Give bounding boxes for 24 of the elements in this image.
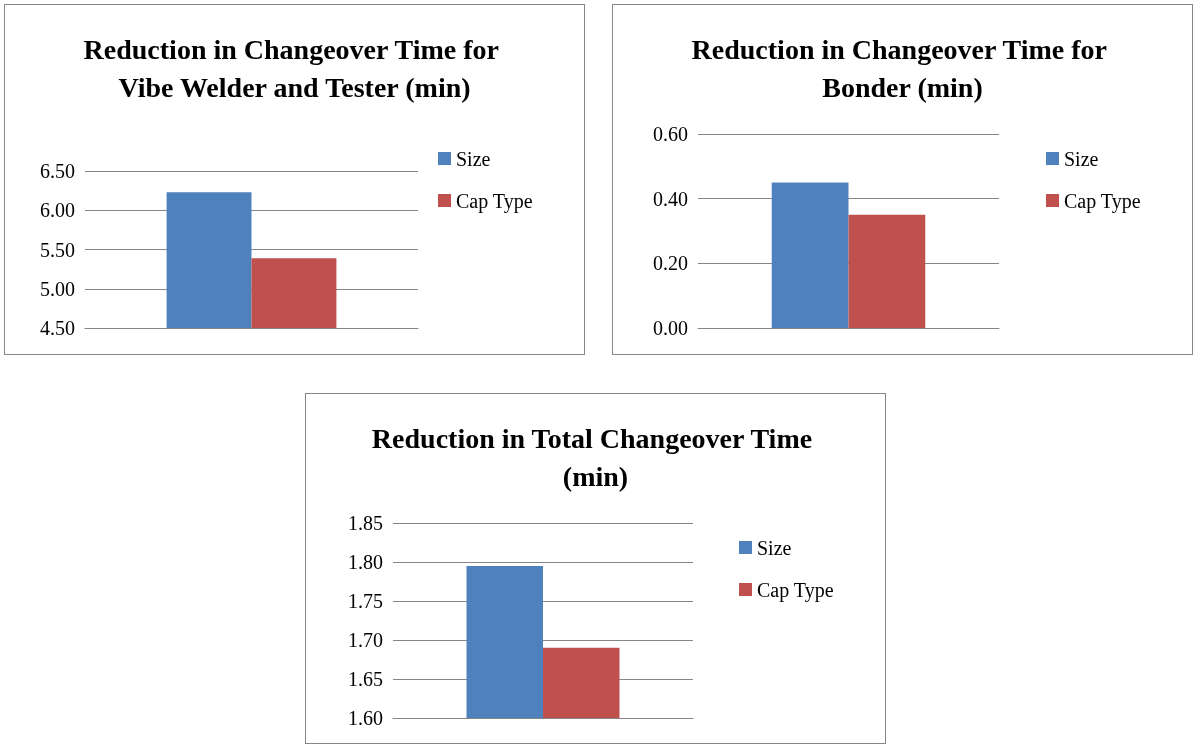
y-tick-label: 4.50 — [40, 317, 75, 339]
legend-label: Cap Type — [456, 189, 533, 213]
legend-label: Size — [1064, 147, 1099, 170]
y-tick-label: 5.50 — [40, 238, 75, 261]
y-tick-label: 6.00 — [40, 199, 75, 222]
y-tick-label: 1.65 — [348, 668, 383, 690]
y-tick-label: 0.20 — [653, 252, 688, 275]
y-tick-label: 1.60 — [348, 707, 383, 729]
y-tick-label: 1.75 — [348, 590, 383, 612]
y-tick-label: 5.00 — [40, 277, 75, 300]
legend-label: Cap Type — [1064, 189, 1141, 213]
y-tick-label: 0.40 — [653, 187, 688, 210]
y-tick-label: 1.80 — [348, 551, 383, 573]
chart-title: Reduction in Changeover Time for Vibe Welder and Tester (min) — [83, 33, 506, 103]
legend-label: Cap Type — [757, 578, 834, 602]
y-tick-label: 1.85 — [348, 512, 383, 534]
legend-label: Size — [757, 536, 792, 559]
chart-title: Reduction in Total Changeover Time (min) — [371, 422, 820, 492]
y-tick-label: 0.60 — [653, 123, 688, 145]
y-tick-label: 6.50 — [40, 160, 75, 182]
y-tick-label: 1.70 — [348, 629, 383, 651]
y-tick-label: 0.00 — [653, 317, 688, 339]
legend-label: Size — [456, 147, 491, 170]
chart-title: Reduction in Changeover Time for Bonder (min) — [691, 33, 1114, 103]
